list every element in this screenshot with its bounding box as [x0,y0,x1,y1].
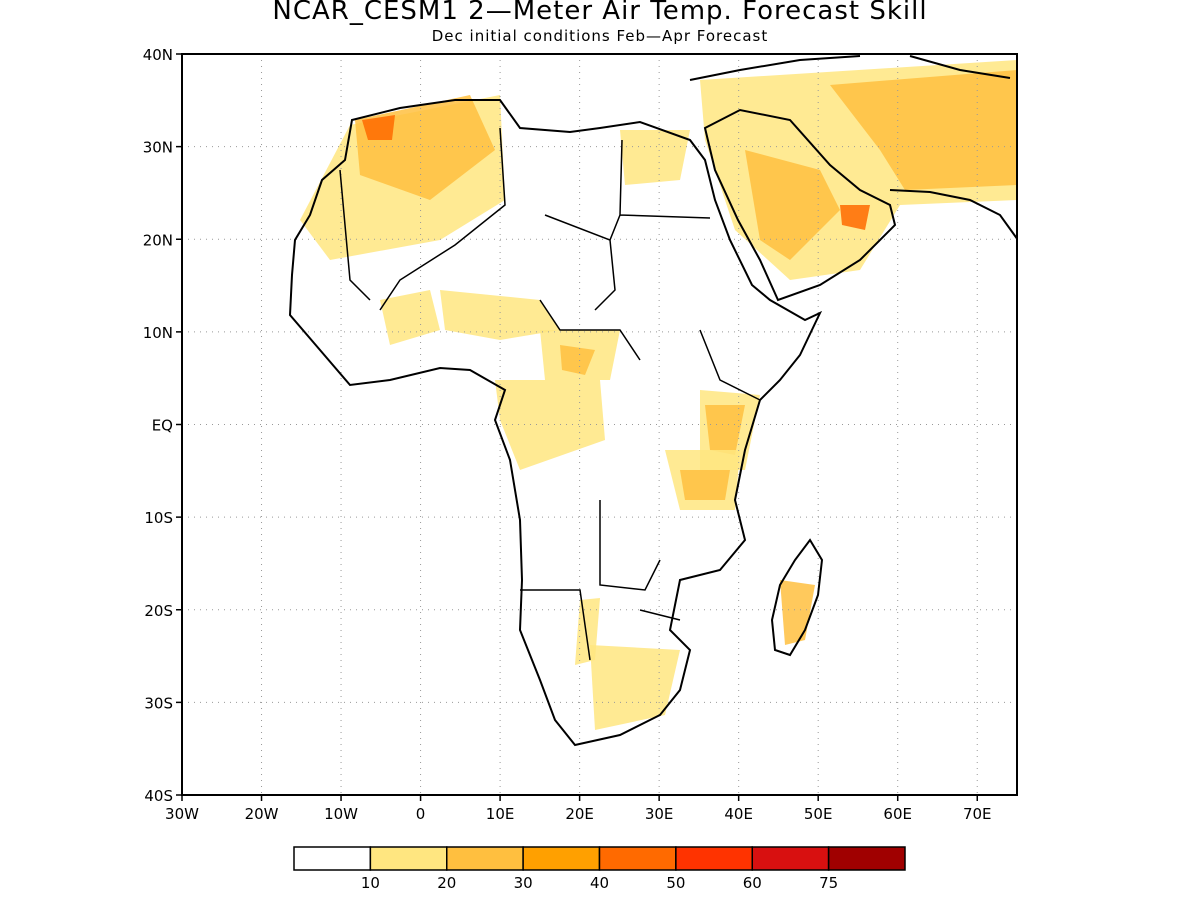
skill-region [380,290,440,345]
colorbar-label: 30 [514,874,533,892]
land-outline-layer [288,55,1017,747]
colorbar-label: 60 [743,874,762,892]
skill-region [590,645,680,730]
colorbar-swatch [369,846,448,871]
colorbar-swatch [446,846,524,871]
colorbar-label: 40 [590,874,609,892]
map-title: NCAR_CESM1 2—Meter Air Temp. Forecast Sk… [272,0,928,26]
plot-frame [181,53,1018,796]
y-tick-label: 10S [144,509,173,527]
colorbar-label: 20 [437,874,456,892]
y-tick-label: 30N [143,139,173,157]
colorbar-label: 10 [361,874,380,892]
colorbar-label: 75 [819,874,838,892]
skill-region [745,150,840,260]
skill-region [620,130,690,185]
y-tick-label: 40N [143,46,173,64]
skill-region [575,598,600,665]
skill-region [680,470,730,500]
skill-region [840,205,870,230]
colorbar-swatch [293,846,372,871]
skill-region [705,405,745,455]
arabia-coastline [703,108,897,302]
skill-shading-layer [300,60,1017,730]
skill-region [440,290,560,340]
x-tick-label: 30E [645,805,674,823]
x-tick-label: 0 [416,805,426,823]
country-borders [339,127,761,661]
y-tick-label: EQ [152,417,173,435]
x-tick-label: 70E [963,805,992,823]
colorbar-swatch [751,846,830,871]
y-tick-label: 30S [144,694,173,712]
map-subtitle: Dec initial conditions Feb—Apr Forecast [431,27,769,45]
x-tick-label: 30W [165,805,199,823]
colorbar-swatch [522,846,601,871]
colorbar-swatch [675,846,753,871]
skill-region [560,345,595,375]
africa-coastline [288,99,823,747]
asia-coastline [689,55,1017,241]
x-tick-label: 20E [565,805,594,823]
y-tick-label: 10N [143,324,173,342]
skill-region [362,115,395,140]
y-tick-label: 20N [143,231,173,249]
skill-region [495,380,605,470]
longitude-axis: 30W 20W 10W 0 10E 20E 30E 40E 50E 60E 70E [165,795,992,823]
skill-region [830,70,1017,190]
x-tick-label: 60E [883,805,912,823]
madagascar-coastline [770,538,824,657]
x-tick-label: 10W [324,805,358,823]
skill-region [780,580,815,645]
colorbar-label: 50 [666,874,685,892]
latitude-axis: 40N 30N 20N 10N EQ 10S 20S 30S 40S [143,46,182,805]
x-tick-label: 20W [245,805,279,823]
y-tick-label: 20S [144,602,173,620]
x-tick-label: 10E [486,805,515,823]
y-tick-label: 40S [144,787,173,805]
colorbar-swatch [598,846,677,871]
x-tick-label: 50E [804,805,833,823]
x-tick-label: 40E [724,805,753,823]
colorbar-swatch [827,846,906,871]
colorbar: 10 20 30 40 50 60 75 [293,846,906,892]
